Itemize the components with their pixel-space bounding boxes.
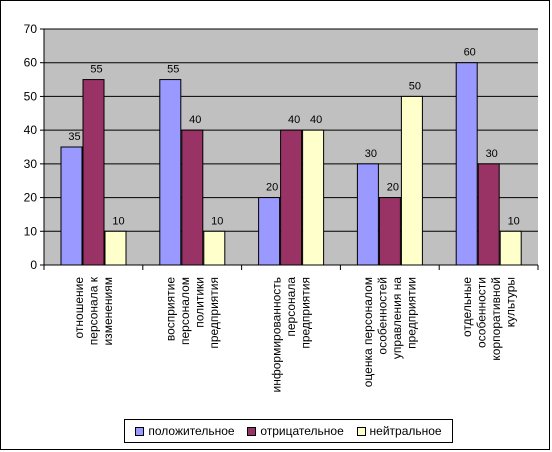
bar bbox=[378, 197, 401, 266]
data-label: 40 bbox=[310, 114, 322, 126]
bar bbox=[258, 197, 281, 266]
data-label: 20 bbox=[266, 182, 278, 194]
data-label: 20 bbox=[387, 182, 399, 194]
bar bbox=[159, 79, 182, 266]
legend-item-positive: положительное bbox=[135, 424, 235, 438]
legend-item-negative: отрицательное bbox=[247, 424, 344, 438]
data-label: 55 bbox=[167, 64, 179, 76]
y-tick-label: 70 bbox=[24, 22, 38, 36]
legend-swatch-neutral bbox=[356, 426, 366, 436]
data-label: 35 bbox=[68, 131, 80, 143]
category-label: персоналом bbox=[178, 277, 192, 345]
legend-label-positive: положительное bbox=[148, 424, 235, 438]
category-label: персонала bbox=[284, 277, 298, 337]
bar bbox=[477, 163, 500, 266]
bar bbox=[203, 230, 226, 266]
bar bbox=[82, 79, 105, 266]
bar bbox=[400, 95, 423, 266]
category-label: изменениям bbox=[101, 277, 115, 346]
bar bbox=[280, 129, 303, 266]
data-label: 40 bbox=[288, 114, 300, 126]
bar-chart: 0 10 20 30 40 50 60 70 35 55 10 отношение персонала … bbox=[24, 22, 539, 392]
y-tick-label: 30 bbox=[24, 157, 38, 171]
bar bbox=[60, 146, 83, 266]
category-label: корпоративной bbox=[489, 277, 503, 361]
bar bbox=[455, 62, 478, 266]
legend-label-negative: отрицательное bbox=[260, 424, 344, 438]
y-tick-label: 40 bbox=[24, 123, 38, 137]
category-label: политики bbox=[192, 277, 206, 328]
bar bbox=[499, 230, 522, 266]
category-label: управления на bbox=[390, 277, 404, 359]
data-label: 10 bbox=[112, 215, 124, 227]
category-label: культуры bbox=[503, 277, 517, 327]
category-label: отношение bbox=[72, 277, 86, 339]
data-label: 55 bbox=[90, 64, 102, 76]
bar bbox=[104, 230, 127, 266]
category-label: предприятия bbox=[299, 277, 313, 349]
legend-swatch-positive bbox=[135, 426, 145, 436]
data-label: 40 bbox=[189, 114, 201, 126]
data-label: 50 bbox=[409, 80, 421, 92]
data-label: 30 bbox=[486, 148, 498, 160]
legend-label-neutral: нейтральное bbox=[369, 424, 442, 438]
category-label: особенности bbox=[474, 277, 488, 348]
category-label: оценка персоналом bbox=[361, 277, 375, 387]
category-label: информированность bbox=[270, 277, 284, 392]
category-label: восприятие bbox=[163, 277, 177, 341]
bar bbox=[181, 129, 204, 266]
category-label: отдельные bbox=[460, 277, 474, 337]
data-label: 10 bbox=[508, 215, 520, 227]
legend: положительное отрицательное нейтральное bbox=[124, 419, 453, 443]
y-tick-label: 0 bbox=[30, 258, 37, 272]
y-tick-label: 20 bbox=[24, 191, 38, 205]
y-tick-label: 10 bbox=[24, 224, 38, 238]
legend-swatch-negative bbox=[247, 426, 257, 436]
category-label: особенностей bbox=[376, 277, 390, 355]
y-tick-label: 60 bbox=[24, 56, 38, 70]
category-label: персонала к bbox=[86, 276, 100, 345]
data-label: 30 bbox=[365, 148, 377, 160]
category-label: предприятия bbox=[207, 277, 221, 349]
data-label: 10 bbox=[211, 215, 223, 227]
legend-item-neutral: нейтральное bbox=[356, 424, 442, 438]
category-label: предприятии bbox=[405, 277, 419, 349]
bar bbox=[302, 129, 325, 266]
bar bbox=[356, 163, 379, 266]
y-tick-label: 50 bbox=[24, 89, 38, 103]
data-label: 60 bbox=[464, 47, 476, 59]
